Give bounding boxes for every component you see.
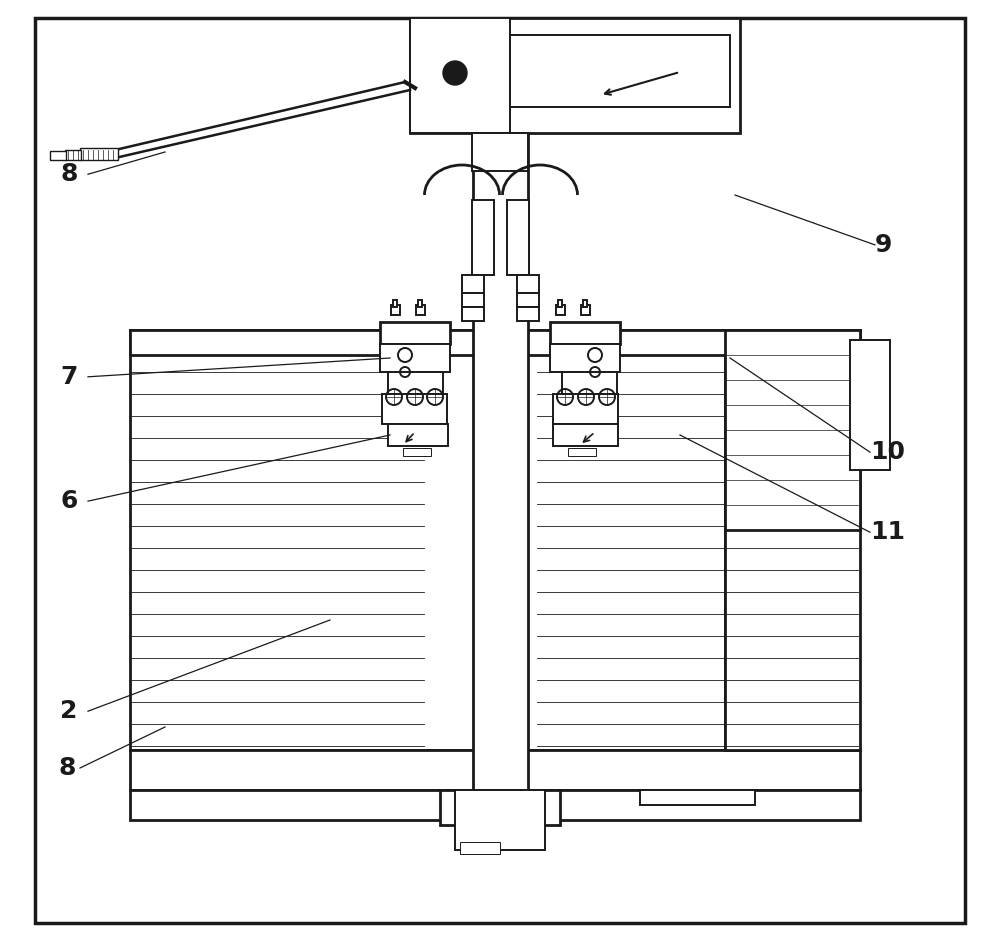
- Bar: [510, 35, 730, 107]
- Bar: [388, 372, 443, 394]
- Bar: [391, 305, 400, 315]
- Text: 2: 2: [60, 699, 77, 723]
- Bar: [393, 300, 397, 307]
- Bar: [462, 293, 484, 307]
- Bar: [553, 424, 618, 446]
- Bar: [725, 330, 860, 530]
- Bar: [558, 300, 562, 307]
- Bar: [550, 344, 620, 372]
- Bar: [517, 293, 539, 307]
- Bar: [507, 200, 529, 275]
- Bar: [473, 70, 528, 825]
- Bar: [418, 300, 422, 307]
- Bar: [562, 372, 617, 394]
- Bar: [65, 150, 81, 160]
- Bar: [455, 790, 545, 850]
- Circle shape: [443, 61, 467, 85]
- Bar: [725, 330, 860, 750]
- Bar: [403, 448, 431, 456]
- Bar: [850, 340, 890, 470]
- Text: 11: 11: [870, 520, 905, 544]
- Text: 10: 10: [870, 440, 905, 464]
- Text: 8: 8: [58, 756, 75, 780]
- Bar: [130, 750, 860, 790]
- Bar: [517, 275, 539, 293]
- Bar: [130, 330, 725, 750]
- Bar: [382, 394, 447, 424]
- Text: 7: 7: [60, 365, 77, 389]
- Bar: [460, 842, 500, 854]
- Bar: [462, 307, 484, 321]
- Bar: [583, 300, 587, 307]
- Bar: [130, 790, 860, 820]
- Bar: [416, 305, 425, 315]
- Bar: [410, 18, 740, 133]
- Bar: [388, 424, 448, 446]
- Bar: [553, 394, 618, 424]
- Bar: [462, 275, 484, 293]
- Text: 8: 8: [60, 162, 77, 187]
- Bar: [130, 330, 860, 355]
- Bar: [380, 322, 450, 344]
- Bar: [550, 322, 620, 344]
- Bar: [410, 18, 510, 133]
- Bar: [581, 305, 590, 315]
- Bar: [80, 148, 118, 160]
- Bar: [472, 200, 494, 275]
- Bar: [556, 305, 565, 315]
- Text: 6: 6: [60, 489, 77, 513]
- Bar: [517, 307, 539, 321]
- Bar: [472, 133, 528, 171]
- Bar: [50, 151, 66, 160]
- Bar: [440, 790, 560, 825]
- Bar: [380, 344, 450, 372]
- Bar: [568, 448, 596, 456]
- Bar: [640, 790, 755, 805]
- Text: 9: 9: [875, 233, 892, 257]
